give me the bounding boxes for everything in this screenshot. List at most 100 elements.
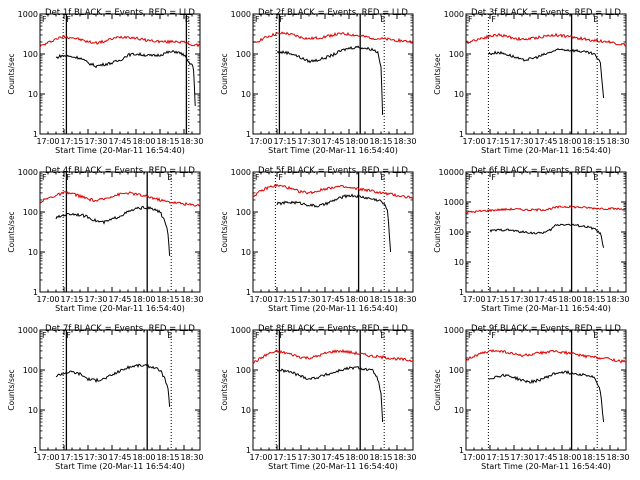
y-tick-label: 1000 (231, 168, 251, 177)
x-tick-label: 17:15 (273, 453, 296, 462)
x-tick-label: 18:00 (558, 295, 581, 304)
flag-label: E (167, 331, 172, 340)
y-tick-label: 10 (454, 258, 464, 267)
x-tick-label: 18:00 (345, 137, 368, 146)
y-axis-label: Counts/sec (220, 211, 229, 252)
flag-label: F (42, 173, 47, 182)
x-tick-label: 17:00 (249, 453, 272, 462)
x-axis-label: Start Time (20-Mar-11 16:54:40) (55, 462, 185, 471)
lld-series-line (465, 349, 627, 364)
y-tick-label: 10 (241, 248, 251, 257)
x-tick-label: 18:30 (393, 295, 416, 304)
chart-title: Det 4f BLACK = Events, RED = LLD (45, 166, 195, 176)
x-tick-label: 18:30 (606, 295, 629, 304)
chart-title: Det 5f BLACK = Events, RED = LLD (258, 166, 408, 176)
x-tick-label: 17:15 (60, 137, 83, 146)
y-tick-label: 1000 (444, 10, 464, 19)
x-tick-label: 18:15 (156, 453, 179, 462)
plot-frame (465, 13, 627, 135)
events-series-line (488, 370, 605, 423)
y-tick-label: 100 (236, 50, 251, 59)
x-tick-label: 17:45 (108, 453, 131, 462)
x-tick-label: 17:00 (36, 453, 59, 462)
flag-label: E (380, 173, 385, 182)
y-tick-label: 100 (23, 50, 38, 59)
chart-title: Det 7f BLACK = Events, RED = LLD (45, 324, 195, 334)
y-tick-label: 10 (241, 406, 251, 415)
x-tick-label: 18:15 (582, 295, 605, 304)
x-tick-label: 17:15 (273, 295, 296, 304)
flag-label: E (593, 331, 598, 340)
flag-label: F (279, 15, 284, 24)
y-tick-label: 1 (459, 130, 464, 139)
x-axis-label: Start Time (20-Mar-11 16:54:40) (481, 146, 611, 155)
y-axis-label: Counts/sec (7, 211, 16, 252)
flag-label: F (468, 331, 473, 340)
flag-label: F (66, 15, 71, 24)
y-axis-label: Counts/sec (220, 369, 229, 410)
x-tick-label: 18:30 (606, 137, 629, 146)
y-tick-label: 1000 (231, 326, 251, 335)
chart-title: Det 8f BLACK = Events, RED = LLD (258, 324, 408, 334)
flag-label: F (255, 173, 260, 182)
x-tick-label: 18:30 (393, 453, 416, 462)
plot-frame (252, 329, 414, 451)
y-axis-label: Counts/sec (433, 211, 442, 252)
y-tick-label: 1000 (18, 10, 38, 19)
lld-series-line (252, 183, 414, 199)
y-axis-label: Counts/sec (433, 369, 442, 410)
y-tick-label: 10 (28, 248, 38, 257)
x-tick-label: 17:30 (510, 453, 533, 462)
x-tick-label: 18:00 (132, 453, 155, 462)
y-tick-label: 1000 (18, 326, 38, 335)
x-tick-label: 18:00 (132, 295, 155, 304)
y-tick-label: 1000 (444, 326, 464, 335)
lld-series-line (39, 35, 201, 48)
x-tick-label: 17:00 (462, 453, 485, 462)
flag-label: F (66, 173, 71, 182)
x-tick-label: 17:45 (534, 453, 557, 462)
plot-frame (465, 329, 627, 451)
flag-label: F (278, 173, 283, 182)
x-tick-label: 17:45 (321, 137, 344, 146)
y-tick-label: 100 (449, 228, 464, 237)
x-tick-label: 18:30 (180, 453, 203, 462)
x-tick-label: 17:00 (36, 295, 59, 304)
flag-label: E (380, 15, 385, 24)
x-tick-label: 17:30 (84, 453, 107, 462)
y-tick-label: 1 (33, 288, 38, 297)
x-tick-label: 17:00 (462, 295, 485, 304)
lld-series-line (465, 204, 627, 214)
x-tick-label: 17:15 (60, 295, 83, 304)
y-tick-label: 100 (449, 366, 464, 375)
events-series-line (487, 48, 605, 98)
x-axis-label: Start Time (20-Mar-11 16:54:40) (268, 304, 398, 313)
events-series-line (276, 193, 392, 253)
y-tick-label: 100 (23, 208, 38, 217)
flag-label: F (42, 15, 47, 24)
x-axis-label: Start Time (20-Mar-11 16:54:40) (481, 304, 611, 313)
y-axis-label: Counts/sec (7, 53, 16, 94)
x-tick-label: 17:45 (534, 295, 557, 304)
x-tick-label: 18:00 (558, 453, 581, 462)
y-tick-label: 10000 (439, 168, 464, 177)
x-tick-label: 17:30 (84, 137, 107, 146)
x-tick-label: 17:30 (84, 295, 107, 304)
x-tick-label: 18:15 (582, 137, 605, 146)
x-tick-label: 18:30 (180, 295, 203, 304)
x-axis-label: Start Time (20-Mar-11 16:54:40) (481, 462, 611, 471)
lld-series-line (252, 31, 414, 44)
x-tick-label: 18:00 (345, 295, 368, 304)
x-tick-label: 17:15 (273, 137, 296, 146)
y-tick-label: 1 (459, 446, 464, 455)
x-axis-label: Start Time (20-Mar-11 16:54:40) (55, 146, 185, 155)
x-tick-label: 17:00 (462, 137, 485, 146)
